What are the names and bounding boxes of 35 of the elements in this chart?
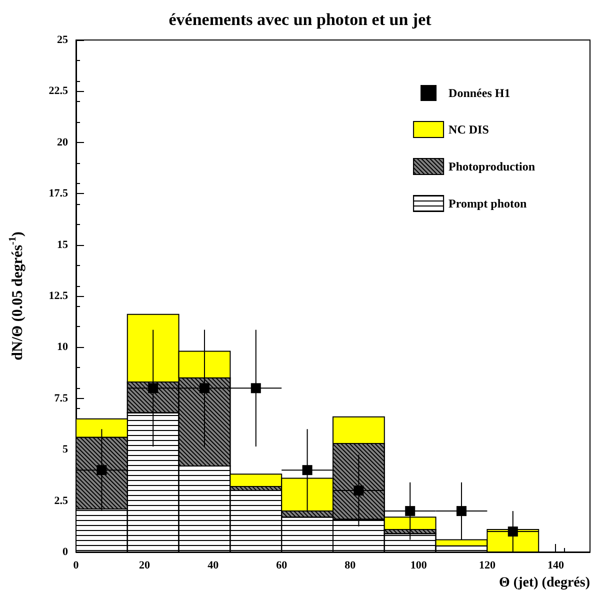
y-axis-title: dN/Θ (0.05 degrés-1) [8, 232, 26, 360]
point [354, 486, 364, 496]
point [302, 465, 312, 476]
y-tick-label: 5 [62, 444, 68, 456]
y-tick-label: 17.5 [48, 188, 68, 200]
point [148, 383, 158, 394]
point [96, 465, 107, 476]
legend-label: NC DIS [448, 122, 490, 136]
y-tick-label: 7.5 [54, 392, 68, 404]
chart-title: événements avec un photon et un jet [168, 10, 432, 29]
x-axis-title: Θ (jet) (degrés) [499, 576, 590, 590]
x-tick-label: 120 [478, 560, 496, 572]
y-tick-label: 2.5 [54, 494, 68, 507]
x-tick-label: 20 [139, 560, 151, 572]
y-tick-label: 22.5 [48, 85, 68, 98]
x-tick-label: 140 [547, 560, 564, 572]
point [200, 383, 210, 394]
legend-label: Prompt photon [448, 196, 527, 210]
y-tick-label: 15 [57, 238, 68, 251]
legend-label: Données H1 [448, 86, 510, 100]
x-tick-label: 40 [208, 560, 220, 572]
y-tick-label: 10 [57, 341, 68, 354]
x-tick-label: 0 [73, 560, 80, 572]
point [508, 526, 518, 537]
legend-label: Photoproduction [448, 160, 536, 174]
point [456, 506, 466, 516]
y-tick-label: 0 [62, 546, 68, 558]
point [405, 506, 416, 516]
y-tick-label: 20 [57, 136, 68, 148]
x-tick-label: 60 [276, 560, 288, 572]
y-tick-label: 25 [57, 34, 68, 46]
x-tick-label: 80 [344, 560, 356, 572]
y-tick-label: 12.5 [48, 290, 68, 302]
x-tick-label: 100 [410, 560, 428, 572]
point [250, 383, 261, 394]
